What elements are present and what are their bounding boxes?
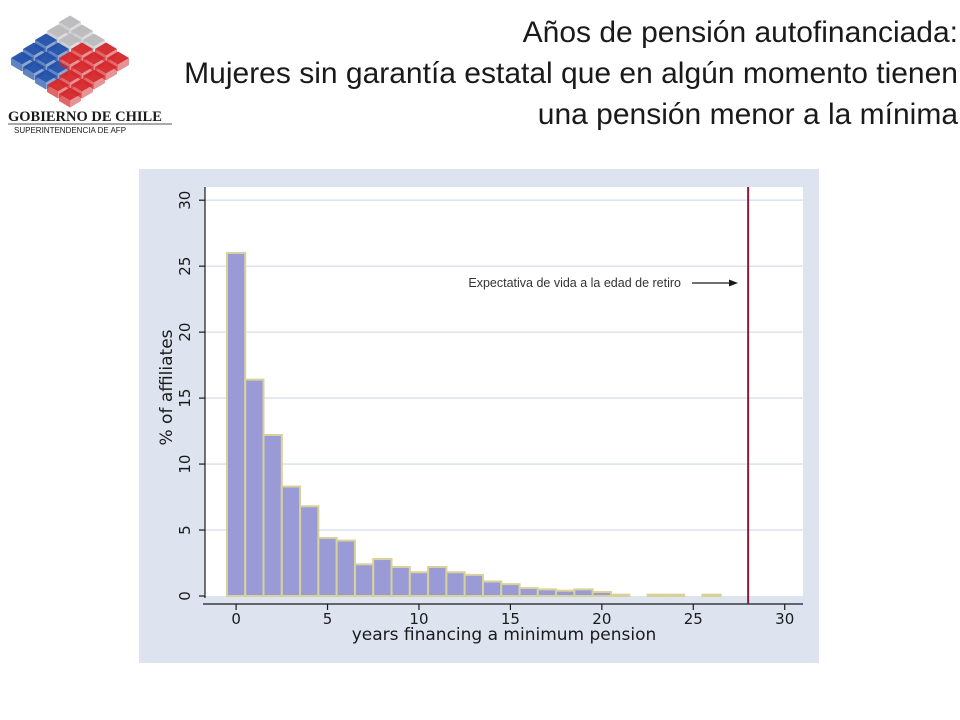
logo-cube-left [59, 94, 70, 108]
histogram-bar [646, 593, 667, 598]
histogram-bar [408, 571, 430, 597]
x-tick-label: 15 [501, 610, 520, 628]
logo-cube-left [23, 67, 34, 81]
x-tick-label: 0 [231, 610, 241, 628]
gobierno-de-chile-logo: GOBIERNO DE CHILE SUPERINTENDENCIA DE AF… [8, 15, 172, 135]
histogram-bar [609, 593, 631, 598]
histogram-bar [481, 580, 503, 598]
y-tick-label: 0 [176, 591, 194, 601]
logo-cube-right [82, 85, 93, 99]
x-tick-label: 10 [409, 610, 428, 628]
histogram-bar [536, 588, 558, 597]
histogram-bar [427, 565, 448, 597]
annotation-arrow-head [729, 279, 738, 287]
x-tick-label: 20 [592, 610, 611, 628]
y-tick-label: 20 [176, 323, 194, 342]
logo-cube-mosaic [11, 15, 129, 108]
histogram-bar [500, 583, 521, 597]
y-tick-label: 30 [176, 191, 194, 210]
logo-cube-left [35, 76, 46, 90]
axes: 0 5 10 15 20 25 30 0 5 10 15 20 25 30 [176, 187, 803, 628]
logo-cube-left [11, 58, 22, 72]
bars [225, 251, 722, 598]
logo-cube-right [70, 94, 81, 108]
histogram-bar [299, 505, 320, 597]
histogram-bar [591, 591, 612, 597]
histogram-bar [353, 563, 375, 598]
histogram-bar [244, 378, 265, 597]
histogram-bar [280, 485, 302, 598]
y-tick-label: 25 [176, 257, 194, 276]
y-tick-label: 10 [176, 455, 194, 474]
y-tick-label: 5 [176, 525, 194, 535]
histogram-bar [573, 588, 594, 597]
title-line-1: Años de pensión autofinanciada: [522, 16, 958, 49]
x-axis-label: years financing a minimum pension [352, 625, 657, 645]
title-line-2: Mujeres sin garantía estatal que en algú… [184, 57, 958, 90]
logo-subtitle: SUPERINTENDENCIA DE AFP [14, 126, 126, 135]
histogram-bar [225, 251, 247, 597]
histogram-bar [555, 589, 576, 598]
histogram-bar [463, 573, 484, 597]
title-line-3: una pensión menor a la mínima [537, 98, 958, 131]
logo-cube-right [118, 58, 129, 72]
logo-cube-left [47, 85, 58, 99]
reference-line-group: Expectativa de vida a la edad de retiro [468, 187, 750, 604]
y-axis-label: % of affiliates [157, 329, 177, 445]
logo-cube-left [59, 58, 70, 72]
histogram-bar [317, 536, 338, 597]
logo-cube-right [106, 67, 117, 81]
histogram-bar [664, 593, 686, 598]
histogram-bar [445, 571, 466, 597]
logo-name: GOBIERNO DE CHILE [8, 109, 162, 125]
x-tick-label: 5 [323, 610, 333, 628]
x-tick-label: 30 [775, 610, 794, 628]
histogram-bar [335, 539, 356, 597]
slide-title: Años de pensión autofinanciada: Mujeres … [158, 12, 958, 135]
y-tick-label: 15 [176, 389, 194, 408]
histogram-bar [518, 587, 539, 597]
histogram-bar [390, 565, 411, 597]
histogram-bar [701, 593, 722, 598]
histogram-bar [372, 558, 393, 597]
histogram-bar [262, 434, 283, 597]
x-tick-label: 25 [684, 610, 703, 628]
gridlines [205, 199, 803, 531]
logo-cube-right [94, 76, 105, 90]
reference-line-label: Expectativa de vida a la edad de retiro [468, 276, 681, 290]
